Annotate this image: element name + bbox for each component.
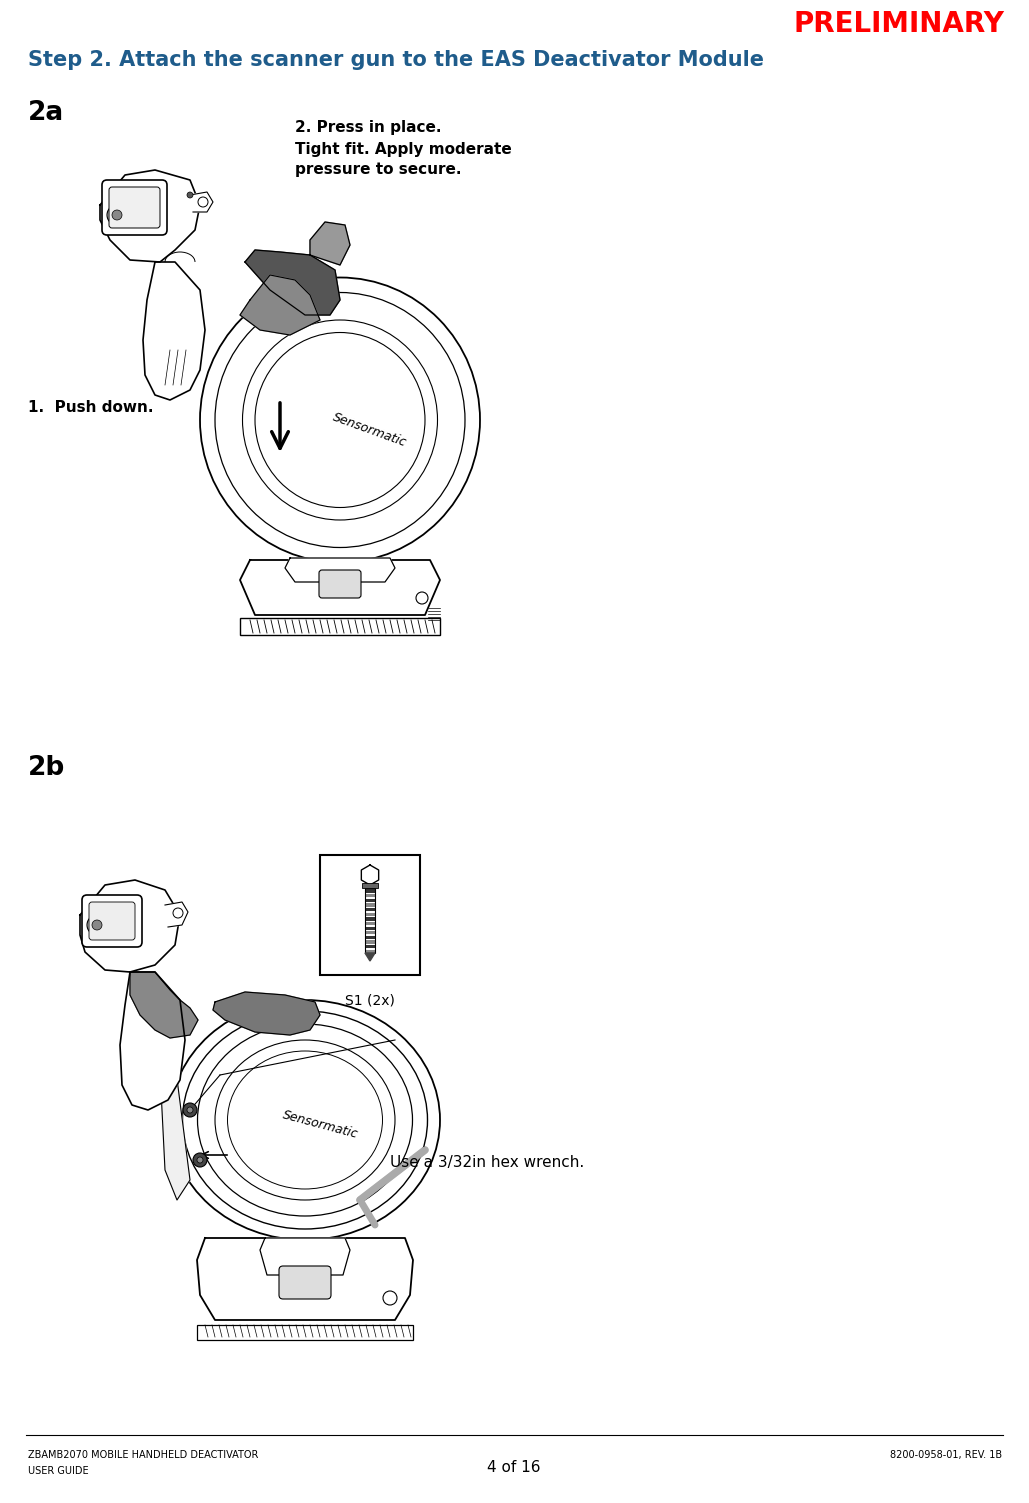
Polygon shape: [361, 866, 379, 885]
Circle shape: [92, 920, 102, 930]
Circle shape: [193, 1153, 207, 1166]
Bar: [240, 618, 440, 634]
Text: pressure to secure.: pressure to secure.: [295, 162, 461, 177]
FancyBboxPatch shape: [102, 180, 167, 234]
Bar: [365, 888, 375, 953]
Polygon shape: [190, 192, 213, 212]
Text: S1 (2x): S1 (2x): [345, 993, 395, 1007]
Text: Sensormatic: Sensormatic: [281, 1109, 359, 1141]
Bar: [365, 903, 375, 906]
Bar: [365, 941, 375, 944]
Text: USER GUIDE: USER GUIDE: [28, 1465, 88, 1476]
Polygon shape: [120, 972, 185, 1111]
Bar: [365, 912, 375, 915]
Polygon shape: [365, 953, 375, 960]
Text: PRELIMINARY: PRELIMINARY: [794, 11, 1005, 38]
Text: 8200-0958-01, REV. 1B: 8200-0958-01, REV. 1B: [890, 1450, 1002, 1459]
Bar: [365, 899, 375, 902]
Text: 2a: 2a: [28, 101, 64, 126]
Text: Step 2. Attach the scanner gun to the EAS Deactivator Module: Step 2. Attach the scanner gun to the EA…: [28, 50, 764, 71]
Text: Use a 3/32in hex wrench.: Use a 3/32in hex wrench.: [390, 1154, 584, 1169]
Bar: [365, 932, 375, 935]
Ellipse shape: [227, 1051, 383, 1189]
FancyBboxPatch shape: [279, 1266, 331, 1299]
Bar: [365, 890, 375, 893]
FancyBboxPatch shape: [319, 570, 361, 598]
Ellipse shape: [255, 332, 425, 508]
FancyBboxPatch shape: [82, 894, 142, 947]
Polygon shape: [80, 879, 180, 972]
Bar: [320, 855, 420, 975]
Polygon shape: [213, 992, 320, 1036]
Bar: [362, 882, 378, 888]
FancyBboxPatch shape: [88, 902, 135, 939]
Bar: [365, 950, 375, 953]
Text: 1.  Push down.: 1. Push down.: [28, 400, 153, 415]
Polygon shape: [165, 902, 188, 927]
Bar: [365, 921, 375, 926]
Text: 2. Press in place.: 2. Press in place.: [295, 120, 441, 135]
Circle shape: [107, 204, 127, 225]
Bar: [365, 945, 375, 948]
Bar: [365, 894, 375, 897]
Polygon shape: [260, 1238, 350, 1275]
Text: ZBAMB2070 MOBILE HANDHELD DEACTIVATOR: ZBAMB2070 MOBILE HANDHELD DEACTIVATOR: [28, 1450, 258, 1459]
Circle shape: [183, 1103, 197, 1117]
Polygon shape: [240, 275, 320, 335]
Circle shape: [187, 192, 193, 198]
Bar: [197, 1326, 413, 1341]
Polygon shape: [310, 222, 350, 265]
Circle shape: [187, 1108, 193, 1114]
Polygon shape: [240, 561, 440, 615]
Circle shape: [197, 1157, 203, 1163]
Text: 4 of 16: 4 of 16: [488, 1459, 541, 1474]
Circle shape: [87, 915, 107, 935]
Circle shape: [112, 210, 122, 219]
Polygon shape: [130, 972, 198, 1039]
Text: 2b: 2b: [28, 755, 65, 782]
Bar: [365, 936, 375, 939]
Polygon shape: [285, 558, 395, 582]
Bar: [365, 917, 375, 920]
Polygon shape: [143, 262, 205, 400]
FancyBboxPatch shape: [109, 186, 159, 228]
Polygon shape: [100, 170, 200, 262]
Polygon shape: [159, 1040, 190, 1199]
Polygon shape: [245, 249, 340, 316]
Bar: [365, 908, 375, 911]
Text: Tight fit. Apply moderate: Tight fit. Apply moderate: [295, 141, 511, 156]
Text: Sensormatic: Sensormatic: [331, 410, 409, 449]
Bar: [365, 926, 375, 930]
Polygon shape: [197, 1238, 413, 1320]
